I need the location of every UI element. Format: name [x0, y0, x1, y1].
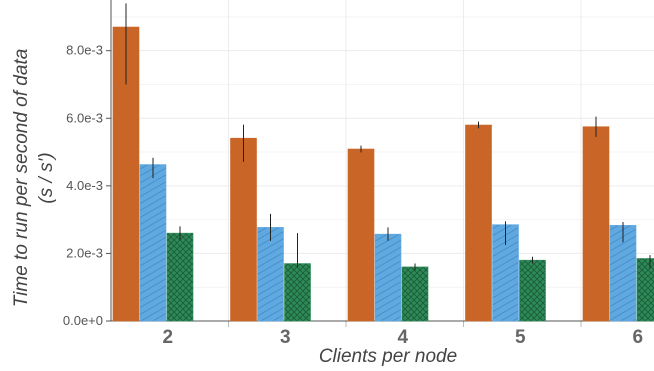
y-tick-label: 2.0e-3	[66, 245, 103, 260]
y-axis-title-line-1: Time to run per second of data	[11, 49, 32, 308]
bar	[166, 232, 194, 322]
y-tick-label: 8.0e-3	[66, 43, 103, 58]
bar	[284, 263, 311, 322]
y-axis-title: Time to run per second of data (s / s')	[11, 49, 57, 308]
y-axis-title-line-2: (s / s')	[36, 152, 57, 203]
x-axis-title: Clients per node	[319, 346, 457, 367]
error-bars	[125, 3, 651, 271]
bars	[112, 26, 654, 322]
y-tick-label: 6.0e-3	[66, 110, 103, 125]
bar	[230, 137, 257, 322]
bar	[636, 258, 654, 322]
bar	[257, 227, 284, 322]
tick-labels: 0.0e+0 2.0e-3 4.0e-3 6.0e-3 8.0e-3 2 3 4 5 6	[63, 43, 643, 348]
x-category-label: 3	[280, 327, 291, 348]
x-category-label: 5	[515, 327, 526, 348]
bar	[582, 126, 610, 322]
bar	[139, 164, 167, 322]
bar	[465, 124, 492, 322]
y-tick-label: 4.0e-3	[66, 178, 103, 193]
bar	[374, 233, 402, 322]
bar	[401, 266, 429, 322]
x-category-label: 6	[632, 327, 643, 348]
bar	[347, 148, 375, 322]
bar	[519, 259, 546, 322]
x-category-label: 2	[162, 327, 173, 348]
y-tick-label: 0.0e+0	[63, 313, 103, 328]
x-category-label: 4	[397, 327, 408, 348]
